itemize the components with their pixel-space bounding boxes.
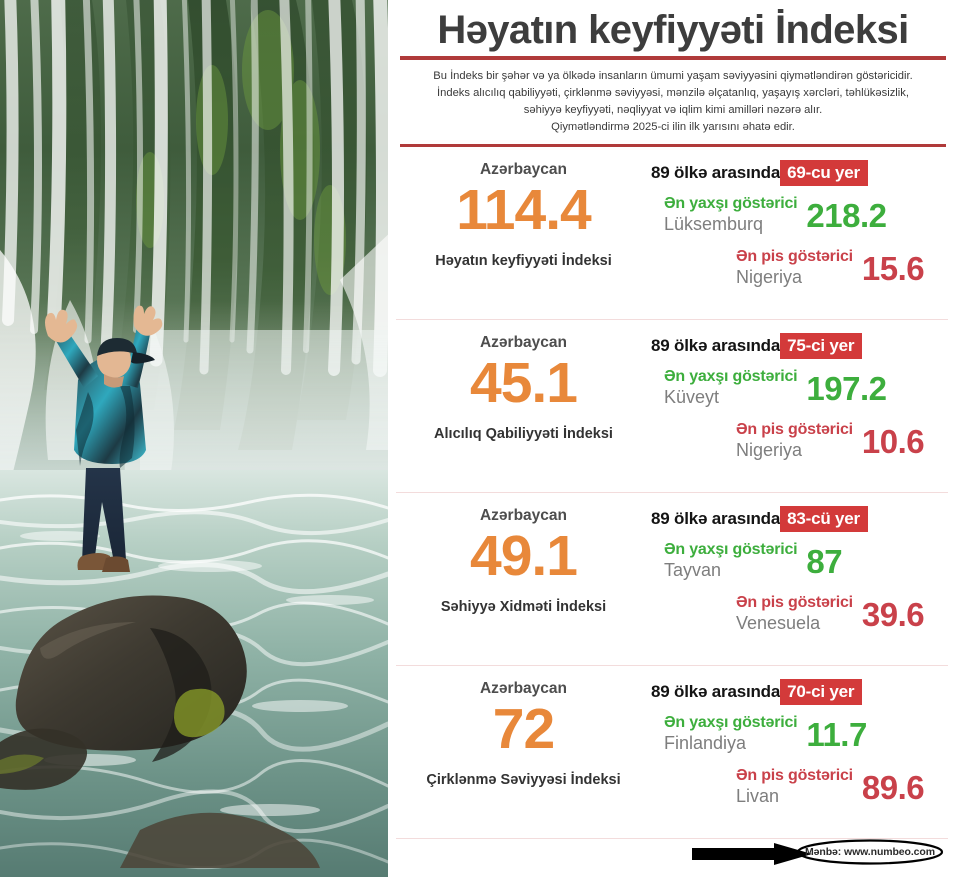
worst-stat-text: Ən pis göstərici Livan xyxy=(736,767,853,806)
best-stat-row: Ən yaxşı göstərici Küveyt 197.2 xyxy=(651,368,948,407)
worst-stat-row: Ən pis göstərici Venesuela 39.6 xyxy=(651,594,948,633)
index-block: Azərbaycan 45.1 Alıcılıq Qabiliyyəti İnd… xyxy=(396,320,948,493)
best-country: Tayvan xyxy=(664,559,722,580)
index-block-right: 89 ölkə arasında 69-cu yer Ən yaxşı göst… xyxy=(651,147,948,287)
right-arrow-icon xyxy=(692,842,812,870)
waterfall-photo xyxy=(0,0,388,877)
worst-country: Nigeriya xyxy=(736,439,803,460)
subject-country: Azərbaycan xyxy=(479,679,567,697)
intro-paragraph: Bu İndeks bir şəhər və ya ölkədə insanla… xyxy=(396,60,948,140)
worst-caption: Ən pis göstərici xyxy=(736,766,853,784)
index-value: 72 xyxy=(492,697,555,762)
worst-stat-row: Ən pis göstərici Nigeriya 10.6 xyxy=(651,421,948,460)
footer: Mənbə: www.numbeo.com xyxy=(396,839,948,869)
rank-prefix: 89 ölkə arasında xyxy=(651,162,781,182)
worst-country: Nigeriya xyxy=(736,266,803,287)
index-name: Alıcılıq Qabiliyyəti İndeksi xyxy=(434,425,613,442)
index-block-left: Azərbaycan 49.1 Səhiyyə Xidməti İndeksi xyxy=(396,493,651,616)
rank-badge: 70-ci yer xyxy=(780,678,863,705)
worst-stat-text: Ən pis göstərici Nigeriya xyxy=(736,421,853,460)
best-country: Lüksemburq xyxy=(664,213,764,234)
index-block: Həyatın keyfiyyəti İndeksi Azərbaycan 11… xyxy=(396,147,948,320)
header-rule-bottom xyxy=(400,143,946,147)
best-stat-text: Ən yaxşı göstərici Lüksemburq xyxy=(664,194,798,234)
rank-badge: 75-ci yer xyxy=(780,332,863,359)
index-value: 49.1 xyxy=(470,524,578,589)
worst-value: 10.6 xyxy=(861,422,925,460)
rank-badge: 83-cü yer xyxy=(780,505,868,532)
worst-country: Livan xyxy=(736,785,780,806)
index-blocks: Həyatın keyfiyyəti İndeksi Azərbaycan 11… xyxy=(396,147,948,839)
best-stat-row: Ən yaxşı göstərici Lüksemburq 218.2 xyxy=(651,195,948,234)
rank-row: 89 ölkə arasında 70-ci yer xyxy=(651,678,948,705)
hero-photo xyxy=(0,0,388,877)
worst-stat-text: Ən pis göstərici Nigeriya xyxy=(736,248,853,287)
worst-stat-row: Ən pis göstərici Livan 89.6 xyxy=(651,767,948,806)
intro-line-1: Bu İndeks bir şəhər və ya ölkədə insanla… xyxy=(433,69,913,82)
best-caption: Ən yaxşı göstərici xyxy=(664,194,798,212)
page-title: Həyatın keyfiyyəti İndeksi xyxy=(437,8,909,52)
rank-prefix: 89 ölkə arasında xyxy=(651,335,781,355)
intro-line-2: İndeks alıcılıq qabiliyyəti, çirklənmə s… xyxy=(437,86,909,99)
index-value: 114.4 xyxy=(456,178,592,243)
best-country: Finlandiya xyxy=(664,732,747,753)
rank-row: 89 ölkə arasında 69-cu yer xyxy=(651,159,948,186)
index-name: Səhiyyə Xidməti İndeksi xyxy=(440,598,607,615)
worst-value: 89.6 xyxy=(861,768,925,806)
subject-country: Azərbaycan xyxy=(479,333,567,351)
index-block: Azərbaycan 49.1 Səhiyyə Xidməti İndeksi … xyxy=(396,493,948,666)
worst-value: 15.6 xyxy=(861,249,925,287)
rank-row: 89 ölkə arasında 75-ci yer xyxy=(651,332,948,359)
index-block-left: Azərbaycan 45.1 Alıcılıq Qabiliyyəti İnd… xyxy=(396,320,651,443)
best-stat-row: Ən yaxşı göstərici Tayvan 87 xyxy=(651,541,948,580)
index-name: Həyatın keyfiyyəti İndeksi xyxy=(435,252,612,269)
content-pane: Həyatın keyfiyyəti İndeksi Bu İndeks bir… xyxy=(388,0,958,877)
intro-line-4: Qiymətləndirmə 2025-ci ilin ilk yarısını… xyxy=(551,120,795,133)
rank-prefix: 89 ölkə arasında xyxy=(651,508,781,528)
best-stat-text: Ən yaxşı göstərici Tayvan xyxy=(664,540,798,580)
intro-line-3: səhiyyə keyfiyyəti, nəqliyyat və iqlim k… xyxy=(523,103,823,116)
best-value: 197.2 xyxy=(806,369,887,407)
worst-stat-text: Ən pis göstərici Venesuela xyxy=(736,594,853,633)
best-caption: Ən yaxşı göstərici xyxy=(664,367,798,385)
index-value: 45.1 xyxy=(470,351,578,416)
best-stat-text: Ən yaxşı göstərici Küveyt xyxy=(664,367,798,407)
worst-stat-row: Ən pis göstərici Nigeriya 15.6 xyxy=(651,248,948,287)
source-label: Mənbə: www.numbeo.com xyxy=(805,845,935,858)
best-value: 87 xyxy=(806,542,843,580)
rank-badge: 69-cu yer xyxy=(780,159,868,186)
worst-caption: Ən pis göstərici xyxy=(736,247,853,265)
rank-row: 89 ölkə arasında 83-cü yer xyxy=(651,505,948,532)
source-ellipse-icon xyxy=(796,839,944,865)
index-block-right: 89 ölkə arasında 75-ci yer Ən yaxşı göst… xyxy=(651,320,948,460)
person-figure xyxy=(45,305,163,572)
worst-value: 39.6 xyxy=(861,595,925,633)
best-caption: Ən yaxşı göstərici xyxy=(664,540,798,558)
best-stat-text: Ən yaxşı göstərici Finlandiya xyxy=(664,713,798,753)
index-name: Çirklənmə Səviyyəsi İndeksi xyxy=(426,771,621,788)
worst-caption: Ən pis göstərici xyxy=(736,420,853,438)
index-block-right: 89 ölkə arasında 70-ci yer Ən yaxşı göst… xyxy=(651,666,948,806)
subject-country: Azərbaycan xyxy=(479,160,567,178)
best-country: Küveyt xyxy=(664,386,720,407)
rank-prefix: 89 ölkə arasında xyxy=(651,681,781,701)
worst-country: Venesuela xyxy=(736,612,821,633)
best-caption: Ən yaxşı göstərici xyxy=(664,713,798,731)
worst-caption: Ən pis göstərici xyxy=(736,593,853,611)
subject-country: Azərbaycan xyxy=(479,506,567,524)
best-value: 218.2 xyxy=(806,196,887,234)
best-value: 11.7 xyxy=(806,715,867,753)
index-block-left: Həyatın keyfiyyəti İndeksi Azərbaycan 11… xyxy=(396,147,651,270)
best-stat-row: Ən yaxşı göstərici Finlandiya 11.7 xyxy=(651,714,948,753)
source-pill: Mənbə: www.numbeo.com xyxy=(796,839,944,865)
index-block: Azərbaycan 72 Çirklənmə Səviyyəsi İndeks… xyxy=(396,666,948,839)
index-block-right: 89 ölkə arasında 83-cü yer Ən yaxşı göst… xyxy=(651,493,948,633)
index-block-left: Azərbaycan 72 Çirklənmə Səviyyəsi İndeks… xyxy=(396,666,651,789)
header-rule-top xyxy=(400,55,946,60)
